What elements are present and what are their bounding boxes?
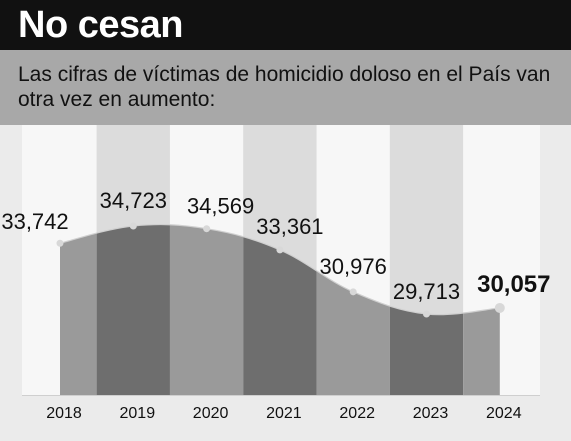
x-tick-label: 2021 xyxy=(266,405,302,422)
data-point xyxy=(129,222,137,230)
subtitle-band xyxy=(0,50,571,125)
page-subtitle: Las cifras de víctimas de homicidio dolo… xyxy=(18,63,551,111)
page-title: No cesan xyxy=(18,4,183,46)
area-segment xyxy=(96,224,170,395)
area-segment xyxy=(316,270,390,395)
data-label: 33,742 xyxy=(1,209,68,234)
area-segment xyxy=(243,236,317,395)
data-point xyxy=(203,225,211,233)
data-point xyxy=(494,302,505,313)
data-label: 30,976 xyxy=(320,254,387,279)
data-label: 34,569 xyxy=(187,194,254,219)
data-point xyxy=(276,246,284,254)
x-tick-label: 2020 xyxy=(193,405,229,422)
header-bar xyxy=(0,0,571,50)
area-segment xyxy=(389,306,464,395)
data-point xyxy=(423,310,430,318)
data-label: 30,057 xyxy=(477,271,550,298)
data-label: 29,713 xyxy=(393,279,460,304)
x-tick-label: 2023 xyxy=(413,405,449,422)
data-label: 33,361 xyxy=(256,214,323,239)
x-tick-label: 2022 xyxy=(339,405,375,422)
x-tick-label: 2019 xyxy=(120,405,156,422)
x-tick-label: 2018 xyxy=(46,405,82,422)
area-segment xyxy=(60,233,97,395)
x-tick-label: 2024 xyxy=(486,405,522,422)
area-segment xyxy=(463,307,500,395)
area-segment xyxy=(169,224,244,395)
data-point xyxy=(349,288,357,296)
data-label: 34,723 xyxy=(100,188,167,213)
data-point xyxy=(56,239,64,247)
